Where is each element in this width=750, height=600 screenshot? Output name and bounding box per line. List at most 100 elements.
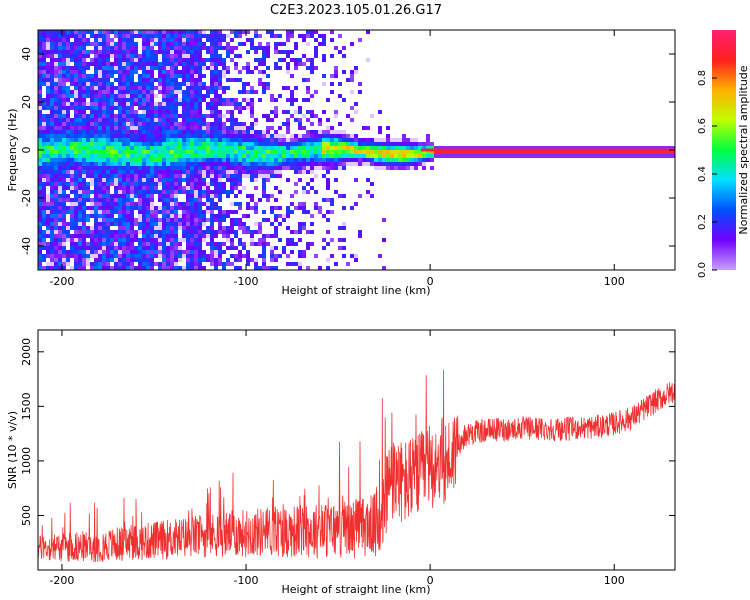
spectrogram-cell xyxy=(326,154,330,158)
spectrogram-cell xyxy=(190,210,194,214)
spectrogram-cell xyxy=(330,130,334,134)
spectrogram-cell xyxy=(174,66,178,70)
spectrogram-cell xyxy=(342,166,346,170)
spectrogram-cell xyxy=(186,82,190,86)
spectrogram-cell xyxy=(166,74,170,78)
spectrogram-cell xyxy=(394,158,398,162)
spectrogram-cell xyxy=(150,262,154,266)
spectrogram-cell xyxy=(70,66,74,70)
spectrogram-cell xyxy=(174,94,178,98)
spectrogram-cell xyxy=(182,222,186,226)
spectrogram-cell xyxy=(262,130,266,134)
spectrogram-cell xyxy=(38,154,42,158)
spectrogram-cell xyxy=(214,202,218,206)
spectrogram-cell xyxy=(250,198,254,202)
spectrogram-cell xyxy=(138,238,142,242)
spectrogram-cell xyxy=(106,246,110,250)
spectrogram-cell xyxy=(286,118,290,122)
spectrogram-cell xyxy=(138,266,142,270)
spectrogram-cell xyxy=(46,266,50,270)
spectrogram-cell xyxy=(146,30,150,34)
spectrogram-cell xyxy=(190,178,194,182)
spectrogram-cell xyxy=(614,146,618,150)
spectrogram-cell xyxy=(38,42,42,46)
spectrogram-cell xyxy=(110,222,114,226)
spectrogram-cell xyxy=(50,194,54,198)
spectrogram-cell xyxy=(130,86,134,90)
spectrogram-cell xyxy=(422,166,426,170)
spectrogram-cell xyxy=(94,134,98,138)
spectrogram-cell xyxy=(102,158,106,162)
spectrogram-cell xyxy=(142,186,146,190)
spectrogram-cell xyxy=(134,102,138,106)
spectrogram-cell xyxy=(38,30,42,34)
spectrogram-cell xyxy=(150,238,154,242)
spectrogram-cell xyxy=(38,182,42,186)
spectrogram-cell xyxy=(198,258,202,262)
spectrogram-cell xyxy=(54,246,58,250)
spectrogram-cell xyxy=(210,170,214,174)
spectrogram-cell xyxy=(146,130,150,134)
spectrogram-cell xyxy=(198,190,202,194)
spectrogram-cell xyxy=(326,130,330,134)
spectrogram-cell xyxy=(46,198,50,202)
spectrogram-cell xyxy=(110,138,114,142)
spectrogram-cell xyxy=(174,166,178,170)
spectrogram-cell xyxy=(142,50,146,54)
spectrogram-cell xyxy=(202,186,206,190)
spectrogram-cell xyxy=(42,178,46,182)
spectrogram-cell xyxy=(98,138,102,142)
spectrogram-cell xyxy=(246,214,250,218)
spectrogram-cell xyxy=(190,90,194,94)
spectrogram-cell xyxy=(286,38,290,42)
spectrogram-cell xyxy=(42,158,46,162)
spectrogram-cell xyxy=(134,266,138,270)
spectrogram-cell xyxy=(98,210,102,214)
spectrogram-cell xyxy=(86,54,90,58)
spectrogram-cell xyxy=(58,158,62,162)
spectrogram-cell xyxy=(222,210,226,214)
spectrogram-cell xyxy=(126,266,130,270)
spectrogram-cell xyxy=(210,110,214,114)
spectrogram-cell xyxy=(282,154,286,158)
spectrogram-cell xyxy=(130,206,134,210)
spectrogram-cell xyxy=(246,226,250,230)
spectrogram-cell xyxy=(130,106,134,110)
spectrogram-cell xyxy=(170,114,174,118)
spectrogram-cell xyxy=(350,142,354,146)
spectrogram-cell xyxy=(62,218,66,222)
spectrogram-cell xyxy=(382,266,386,270)
spectrogram-cell xyxy=(498,150,502,154)
spectrogram-cell xyxy=(122,222,126,226)
spectrogram-cell xyxy=(198,94,202,98)
spectrogram-cell xyxy=(114,162,118,166)
spectrogram-cell xyxy=(198,206,202,210)
spectrogram-cell xyxy=(138,206,142,210)
spectrogram-cell xyxy=(62,206,66,210)
spectrogram-cell xyxy=(278,134,282,138)
spectrogram-cell xyxy=(62,178,66,182)
spectrogram-cell xyxy=(246,66,250,70)
spectrogram-cell xyxy=(130,230,134,234)
spectrogram-cell xyxy=(78,126,82,130)
spectrogram-cell xyxy=(214,194,218,198)
spectrogram-cell xyxy=(210,222,214,226)
spectrogram-cell xyxy=(226,230,230,234)
spectrogram-cell xyxy=(218,174,222,178)
spectrogram-cell xyxy=(410,154,414,158)
spectrogram-cell xyxy=(342,98,346,102)
spectrogram-cell xyxy=(630,154,634,158)
spectrogram-cell xyxy=(234,62,238,66)
spectrogram-cell xyxy=(210,182,214,186)
spectrogram-cell xyxy=(226,258,230,262)
spectrogram-cell xyxy=(330,146,334,150)
spectrogram-cell xyxy=(198,78,202,82)
spectrogram-cell xyxy=(78,118,82,122)
spectrogram-cell xyxy=(62,122,66,126)
spectrogram-cell xyxy=(74,214,78,218)
spectrogram-cell xyxy=(306,138,310,142)
spectrogram-cell xyxy=(62,118,66,122)
spectrogram-cell xyxy=(74,102,78,106)
spectrogram-cell xyxy=(234,210,238,214)
spectrogram-cell xyxy=(54,230,58,234)
